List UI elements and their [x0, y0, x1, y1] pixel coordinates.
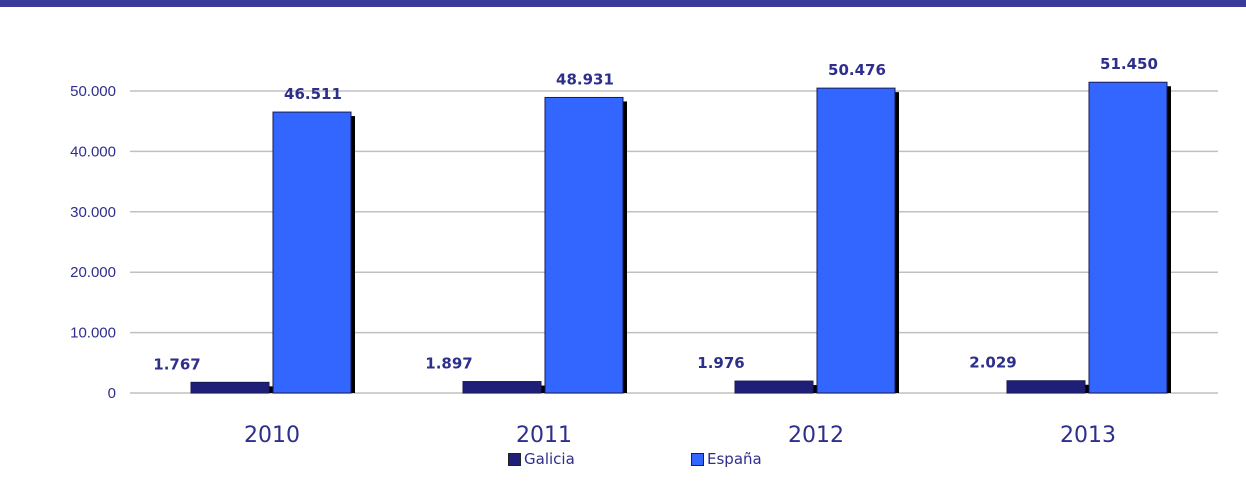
y-tick-label: 20.000 — [70, 264, 116, 281]
y-tick-label: 0 — [108, 385, 116, 402]
bar-espana — [816, 87, 896, 394]
legend-item-galicia: Galicia — [508, 450, 575, 468]
data-label: 50.476 — [828, 61, 886, 79]
bar-galicia — [190, 381, 270, 394]
legend-label-espana: España — [707, 450, 762, 468]
legend-swatch-espana — [691, 452, 704, 466]
bar-galicia — [462, 381, 542, 394]
bar-chart: 0 10.000 20.000 30.000 40.000 50.000 1.767 46.… — [70, 55, 1218, 448]
bar-espana — [272, 111, 352, 394]
legend-label-galicia: Galicia — [524, 450, 575, 468]
y-tick-label: 40.000 — [70, 143, 116, 160]
y-tick-label: 30.000 — [70, 204, 116, 221]
bar-espana — [1088, 81, 1168, 394]
x-category-label: 2013 — [1060, 423, 1116, 448]
x-category-label: 2012 — [788, 423, 844, 448]
data-label: 2.029 — [969, 354, 1016, 372]
data-label: 48.931 — [556, 70, 614, 88]
data-label: 51.450 — [1100, 55, 1158, 73]
top-accent-bar — [0, 0, 1246, 7]
legend-item-espana: España — [691, 450, 762, 468]
bar-galicia — [1006, 380, 1086, 394]
data-label: 1.897 — [425, 355, 472, 373]
x-category-label: 2010 — [244, 423, 300, 448]
bar-espana — [544, 96, 624, 394]
legend-swatch-galicia — [508, 452, 521, 466]
data-label: 46.511 — [284, 85, 342, 103]
bars — [190, 81, 1171, 394]
data-labels: 1.767 46.511 1.897 48.931 1.976 50.476 2.029 51… — [153, 55, 1158, 373]
y-tick-label: 10.000 — [70, 325, 116, 342]
y-tick-label: 50.000 — [70, 83, 116, 100]
x-axis-categories: 2010 2011 2012 2013 — [244, 423, 1116, 448]
x-category-label: 2011 — [516, 423, 572, 448]
data-label: 1.767 — [153, 355, 200, 373]
legend: Galicia España — [0, 450, 1246, 472]
y-axis-ticks: 0 10.000 20.000 30.000 40.000 50.000 — [70, 83, 116, 402]
bar-galicia — [734, 380, 814, 394]
data-label: 1.976 — [697, 354, 744, 372]
